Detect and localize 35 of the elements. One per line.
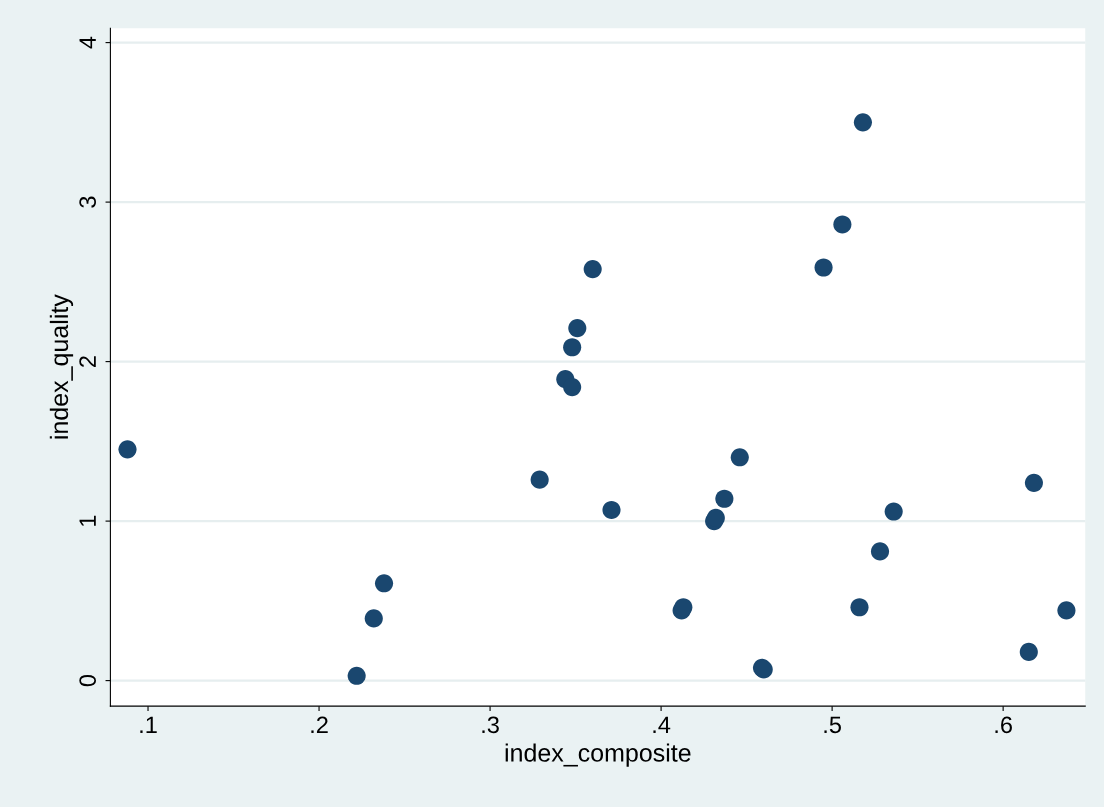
y-tick-label: 2 xyxy=(79,356,96,367)
point xyxy=(884,502,903,521)
point xyxy=(563,378,582,397)
y-tick-label: 3 xyxy=(79,196,97,208)
point xyxy=(1019,642,1038,661)
point xyxy=(853,113,872,132)
x-tick-label: .2 xyxy=(311,716,328,733)
point xyxy=(870,542,890,561)
point xyxy=(715,489,734,508)
point xyxy=(563,338,582,357)
y-axis-title: index_quality xyxy=(49,294,74,439)
y-tick-label: 1 xyxy=(79,515,96,526)
x-tick-label: .3 xyxy=(482,716,499,734)
x-tick-label: .6 xyxy=(995,716,1012,734)
x-tick-label: .1 xyxy=(140,716,157,733)
point xyxy=(364,609,383,628)
y-tick-label: 4 xyxy=(79,36,96,49)
point xyxy=(1057,601,1076,620)
point xyxy=(347,666,366,685)
point xyxy=(850,598,869,617)
point xyxy=(530,470,549,489)
point xyxy=(583,260,602,279)
point xyxy=(602,500,621,519)
point xyxy=(833,215,852,234)
x-tick-label: .5 xyxy=(824,716,841,734)
point xyxy=(730,448,749,467)
point xyxy=(706,508,725,527)
point xyxy=(814,258,833,277)
x-axis-title: index_composite xyxy=(505,743,691,767)
point xyxy=(1024,473,1043,492)
point xyxy=(118,440,137,459)
point xyxy=(374,574,394,593)
x-tick-label: .4 xyxy=(653,716,671,733)
y-tick-label: 0 xyxy=(79,674,97,687)
point xyxy=(568,319,587,338)
